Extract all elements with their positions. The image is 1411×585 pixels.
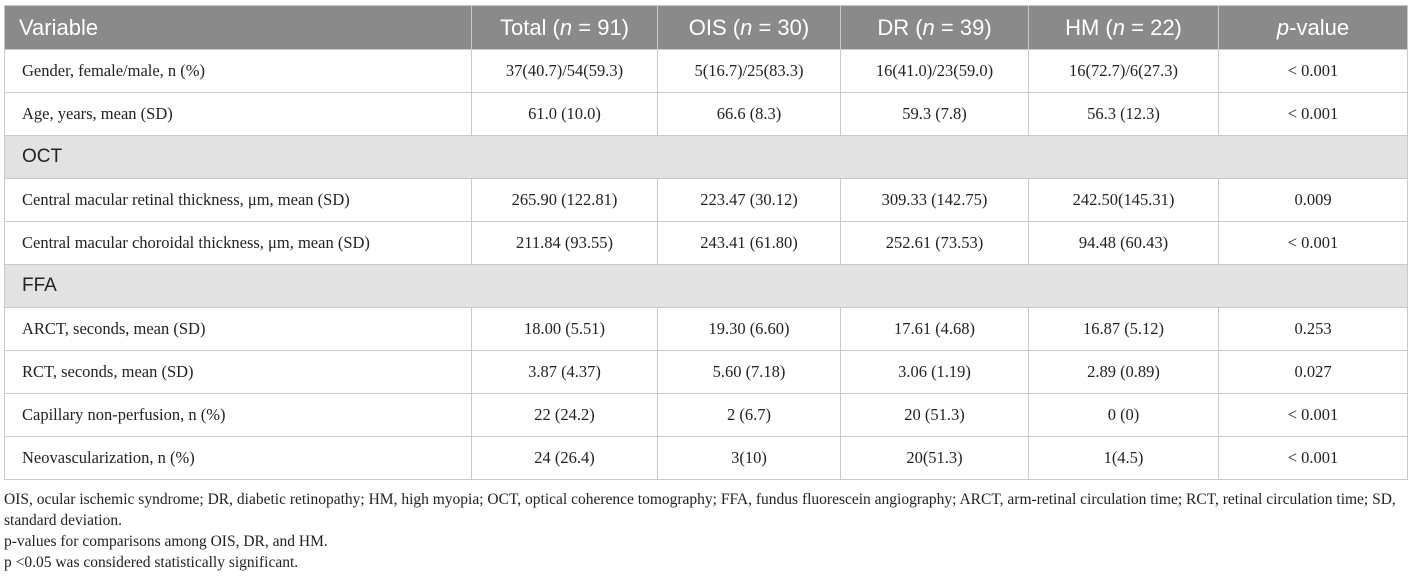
table-cell: < 0.001 xyxy=(1218,393,1408,437)
header-total: Total (n = 91) xyxy=(471,5,658,50)
table-cell: 24 (26.4) xyxy=(471,436,658,480)
table-cell: 16(41.0)/23(59.0) xyxy=(840,49,1029,93)
table-cell: 2.89 (0.89) xyxy=(1028,350,1219,394)
table-cell: < 0.001 xyxy=(1218,436,1408,480)
table-cell: 19.30 (6.60) xyxy=(657,307,841,351)
table-cell: 17.61 (4.68) xyxy=(840,307,1029,351)
table-row: Age, years, mean (SD) 61.0 (10.0) 66.6 (8.… xyxy=(4,92,1408,136)
table-cell: 22 (24.2) xyxy=(471,393,658,437)
table-cell: 243.41 (61.80) xyxy=(657,221,841,265)
table-cell: 0.253 xyxy=(1218,307,1408,351)
table-cell: < 0.001 xyxy=(1218,92,1408,136)
section-row: OCT xyxy=(4,135,1408,179)
table-cell: 0.009 xyxy=(1218,178,1408,222)
table-cell: 265.90 (122.81) xyxy=(471,178,658,222)
table-cell: 59.3 (7.8) xyxy=(840,92,1029,136)
table-cell: 252.61 (73.53) xyxy=(840,221,1029,265)
table-body: Gender, female/male, n (%) 37(40.7)/54(59… xyxy=(4,49,1408,480)
table-row: Central macular choroidal thickness, μm,… xyxy=(4,221,1408,265)
table-cell: 309.33 (142.75) xyxy=(840,178,1029,222)
table-row: Gender, female/male, n (%) 37(40.7)/54(59… xyxy=(4,49,1408,93)
table-cell: 66.6 (8.3) xyxy=(657,92,841,136)
footnote-comparisons: p-values for comparisons among OIS, DR, … xyxy=(4,533,328,550)
row-label: Gender, female/male, n (%) xyxy=(4,49,472,93)
table-cell: 16.87 (5.12) xyxy=(1028,307,1219,351)
header-variable: Variable xyxy=(4,5,472,50)
table-cell: 20 (51.3) xyxy=(840,393,1029,437)
row-label: RCT, seconds, mean (SD) xyxy=(4,350,472,394)
table-cell: 1(4.5) xyxy=(1028,436,1219,480)
row-label: ARCT, seconds, mean (SD) xyxy=(4,307,472,351)
table-cell: < 0.001 xyxy=(1218,49,1408,93)
row-label: Central macular choroidal thickness, μm,… xyxy=(4,221,472,265)
header-hm: HM (n = 22) xyxy=(1028,5,1219,50)
section-label: FFA xyxy=(4,264,1408,308)
header-p-value: p-value xyxy=(1218,5,1408,50)
table-cell: 0.027 xyxy=(1218,350,1408,394)
section-label: OCT xyxy=(4,135,1408,179)
data-table: Variable Total (n = 91) OIS (n = 30) DR … xyxy=(4,5,1408,480)
table-cell: 20(51.3) xyxy=(840,436,1029,480)
table-cell: 223.47 (30.12) xyxy=(657,178,841,222)
section-row: FFA xyxy=(4,264,1408,308)
row-label: Capillary non-perfusion, n (%) xyxy=(4,393,472,437)
header-ois: OIS (n = 30) xyxy=(657,5,841,50)
footnote-abbreviations: OIS, ocular ischemic syndrome; DR, diabe… xyxy=(4,491,1396,529)
table-row: RCT, seconds, mean (SD) 3.87 (4.37) 5.60 (… xyxy=(4,350,1408,394)
table-cell: 2 (6.7) xyxy=(657,393,841,437)
table-cell: 3.87 (4.37) xyxy=(471,350,658,394)
table-cell: 37(40.7)/54(59.3) xyxy=(471,49,658,93)
table-cell: 61.0 (10.0) xyxy=(471,92,658,136)
table-cell: 94.48 (60.43) xyxy=(1028,221,1219,265)
table-cell: 56.3 (12.3) xyxy=(1028,92,1219,136)
footnotes: OIS, ocular ischemic syndrome; DR, diabe… xyxy=(4,489,1404,573)
table-cell: 5.60 (7.18) xyxy=(657,350,841,394)
table-cell: 18.00 (5.51) xyxy=(471,307,658,351)
table-cell: < 0.001 xyxy=(1218,221,1408,265)
table-cell: 16(72.7)/6(27.3) xyxy=(1028,49,1219,93)
table-row: ARCT, seconds, mean (SD) 18.00 (5.51) 19.3… xyxy=(4,307,1408,351)
header-row: Variable Total (n = 91) OIS (n = 30) DR … xyxy=(4,5,1408,50)
table-row: Capillary non-perfusion, n (%) 22 (24.2) 2… xyxy=(4,393,1408,437)
header-dr: DR (n = 39) xyxy=(840,5,1029,50)
table-cell: 3(10) xyxy=(657,436,841,480)
table-cell: 211.84 (93.55) xyxy=(471,221,658,265)
table-row: Neovascularization, n (%) 24 (26.4) 3(10) 2… xyxy=(4,436,1408,480)
table-row: Central macular retinal thickness, μm, m… xyxy=(4,178,1408,222)
table-cell: 3.06 (1.19) xyxy=(840,350,1029,394)
table-cell: 5(16.7)/25(83.3) xyxy=(657,49,841,93)
row-label: Central macular retinal thickness, μm, m… xyxy=(4,178,472,222)
table-cell: 0 (0) xyxy=(1028,393,1219,437)
row-label: Neovascularization, n (%) xyxy=(4,436,472,480)
table-cell: 242.50(145.31) xyxy=(1028,178,1219,222)
row-label: Age, years, mean (SD) xyxy=(4,92,472,136)
footnote-significance: p <0.05 was considered statistically sig… xyxy=(4,554,299,571)
